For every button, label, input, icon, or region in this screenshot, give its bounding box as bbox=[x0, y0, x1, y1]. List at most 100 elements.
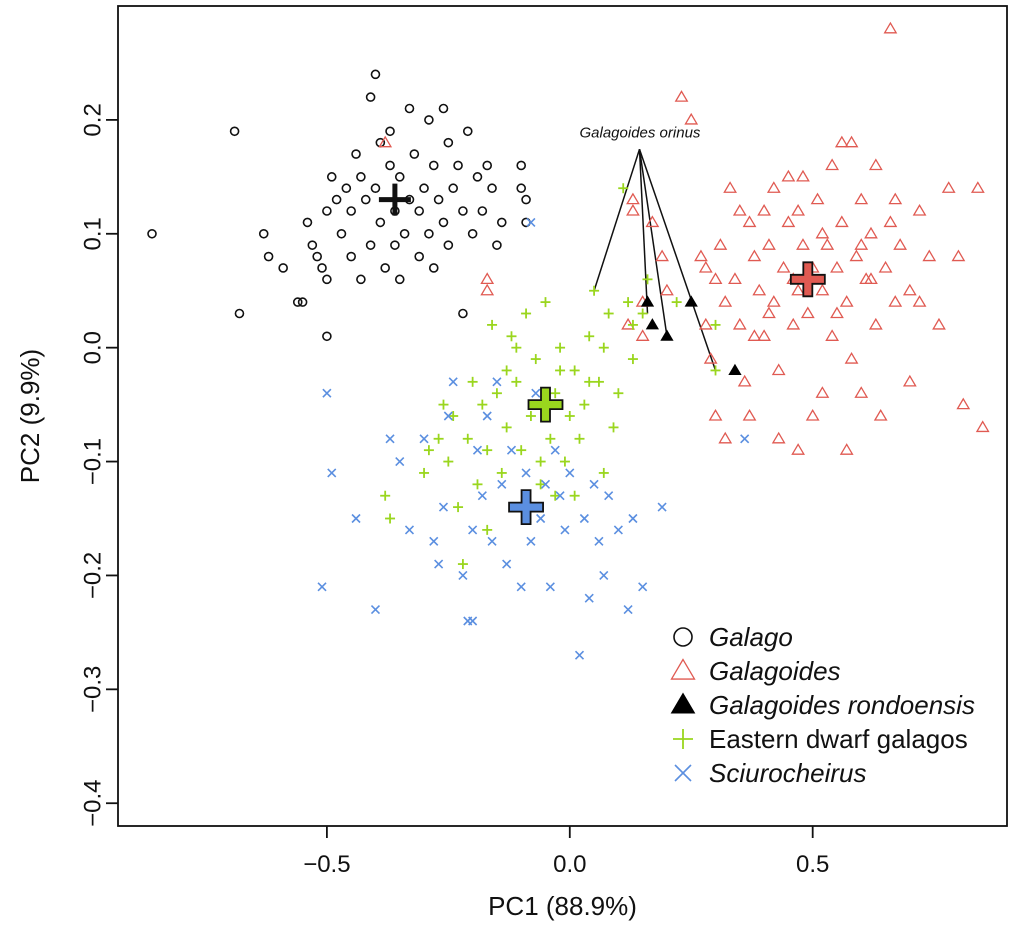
data-point bbox=[521, 308, 532, 319]
data-point bbox=[423, 445, 434, 456]
data-point bbox=[628, 513, 638, 524]
x-tick-label: 0.0 bbox=[553, 851, 586, 878]
data-point bbox=[820, 238, 835, 250]
data-point bbox=[468, 616, 478, 626]
data-point bbox=[844, 135, 859, 148]
plot-frame bbox=[117, 5, 1008, 827]
data-point bbox=[395, 456, 405, 467]
data-point bbox=[322, 331, 332, 342]
data-point bbox=[569, 365, 580, 376]
data-point bbox=[740, 434, 750, 444]
data-point bbox=[438, 217, 449, 228]
data-point bbox=[657, 502, 667, 512]
data-point bbox=[385, 513, 396, 524]
data-point bbox=[526, 536, 536, 546]
data-point bbox=[888, 295, 903, 307]
data-point bbox=[502, 559, 512, 569]
data-point bbox=[618, 183, 629, 194]
legend-label: Eastern dwarf galagos bbox=[709, 724, 968, 754]
data-point bbox=[492, 377, 502, 387]
data-point bbox=[671, 297, 682, 308]
data-point bbox=[839, 295, 854, 307]
data-point bbox=[893, 238, 908, 250]
legend-item: Galago bbox=[673, 622, 793, 652]
data-point bbox=[263, 251, 274, 262]
annotation-line bbox=[638, 149, 649, 314]
data-point bbox=[815, 386, 830, 398]
data-point bbox=[810, 192, 825, 205]
data-point bbox=[708, 272, 723, 285]
data-point bbox=[698, 260, 713, 273]
data-point bbox=[443, 456, 454, 467]
data-point bbox=[640, 295, 655, 307]
data-point bbox=[468, 525, 478, 535]
data-point bbox=[516, 582, 526, 592]
data-point bbox=[458, 308, 468, 319]
data-point bbox=[742, 215, 757, 228]
data-point bbox=[322, 274, 332, 285]
y-axis: −0.4 −0.3 −0.2 −0.1 0.0 0.1 0.2 bbox=[79, 103, 118, 827]
data-point bbox=[718, 431, 733, 444]
data-point bbox=[448, 377, 458, 387]
data-point bbox=[443, 137, 454, 148]
data-point bbox=[732, 203, 747, 216]
data-point bbox=[482, 445, 493, 456]
data-point bbox=[868, 158, 883, 171]
data-point bbox=[278, 263, 288, 273]
data-point bbox=[912, 295, 927, 307]
data-point bbox=[370, 183, 381, 194]
legend-item: Galagoides rondoensis bbox=[670, 690, 975, 720]
data-point bbox=[419, 467, 430, 478]
plot-area: −0.5 0.0 0.5 −0.4 −0.3 −0.2 −0.1 0.0 0.1 0.2 Gal… bbox=[79, 5, 1008, 878]
data-point bbox=[536, 513, 546, 524]
data-point bbox=[404, 525, 415, 535]
data-point bbox=[637, 308, 648, 319]
data-point bbox=[834, 135, 849, 148]
data-point bbox=[710, 319, 721, 330]
data-point bbox=[467, 228, 478, 239]
data-point bbox=[370, 605, 381, 615]
data-point bbox=[535, 456, 546, 467]
data-point bbox=[564, 411, 575, 421]
data-point bbox=[487, 183, 497, 194]
data-point bbox=[380, 490, 391, 501]
data-point bbox=[482, 411, 492, 421]
data-point bbox=[888, 192, 903, 205]
data-point bbox=[830, 306, 844, 319]
data-point bbox=[550, 490, 561, 501]
data-point bbox=[584, 376, 595, 387]
data-point bbox=[627, 354, 638, 365]
annotation-line bbox=[638, 149, 668, 337]
data-point bbox=[747, 249, 762, 262]
data-point bbox=[791, 443, 805, 455]
data-point bbox=[370, 69, 381, 80]
data-point bbox=[956, 397, 971, 410]
data-point bbox=[356, 274, 366, 285]
data-point bbox=[589, 479, 599, 489]
data-point bbox=[438, 103, 449, 114]
data-point bbox=[815, 226, 830, 239]
data-point bbox=[438, 502, 449, 512]
data-point bbox=[351, 513, 361, 524]
data-point bbox=[791, 283, 805, 296]
data-point bbox=[922, 249, 937, 262]
data-point bbox=[757, 329, 771, 341]
data-point bbox=[752, 283, 767, 296]
data-point bbox=[501, 365, 512, 376]
data-point bbox=[482, 160, 493, 171]
data-point bbox=[292, 297, 303, 307]
data-point bbox=[346, 251, 356, 262]
centroid-marker bbox=[378, 183, 411, 216]
data-point bbox=[796, 238, 810, 250]
data-point bbox=[477, 399, 488, 410]
data-point bbox=[626, 203, 640, 216]
data-point bbox=[516, 160, 527, 171]
legend-label: Galagoides bbox=[709, 656, 841, 686]
data-point bbox=[506, 445, 517, 455]
data-point bbox=[516, 183, 527, 194]
data-point bbox=[584, 593, 594, 603]
data-point bbox=[540, 297, 551, 308]
x-tick-label: −0.5 bbox=[303, 851, 350, 878]
data-point bbox=[462, 126, 473, 137]
data-point bbox=[501, 422, 512, 433]
